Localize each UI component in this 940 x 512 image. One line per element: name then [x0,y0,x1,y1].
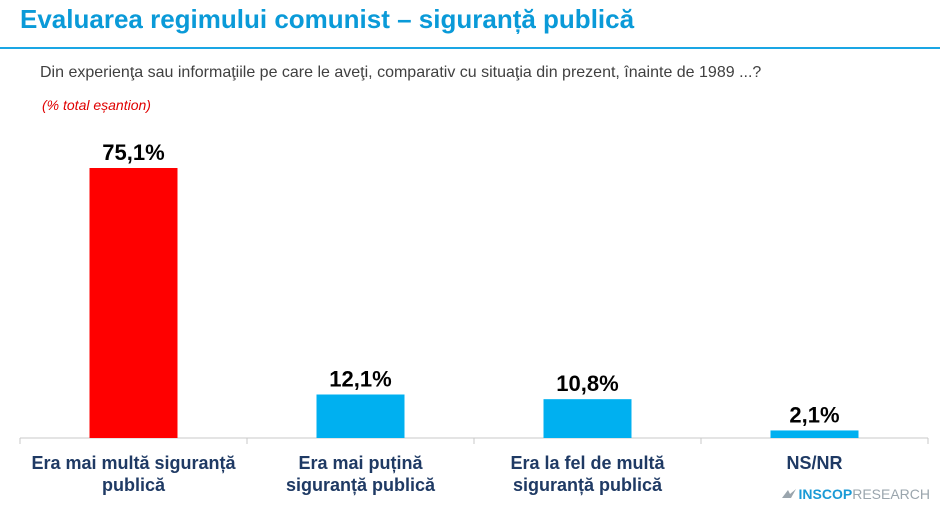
category-label-3: Era la fel de multă siguranță publică [510,453,665,495]
data-label-2: 12,1% [329,366,391,391]
bar-4 [770,430,859,438]
logo-brand: INSCOP [798,486,853,502]
sample-note: (% total eșantion) [42,97,151,113]
category-label-1: Era mai multă siguranță publică [31,453,236,495]
category-label-2: Era mai puțină siguranță publică [286,453,436,495]
data-label-1: 75,1% [102,140,164,165]
bar-1 [89,168,178,438]
survey-question: Din experienţa sau informaţiile pe care … [40,64,762,81]
data-label-4: 2,1% [789,402,839,427]
data-label-3: 10,8% [556,371,618,396]
page-title: Evaluarea regimului comunist – siguranță… [20,4,635,34]
category-label-4: NS/NR [786,453,842,473]
bar-3 [543,399,632,438]
logo-suffix: RESEARCH [852,486,930,502]
title-divider [0,47,940,49]
inscop-logo: INSCOP RESEARCH [781,486,930,502]
bar-2 [316,394,405,438]
logo-wing-icon [781,489,796,498]
